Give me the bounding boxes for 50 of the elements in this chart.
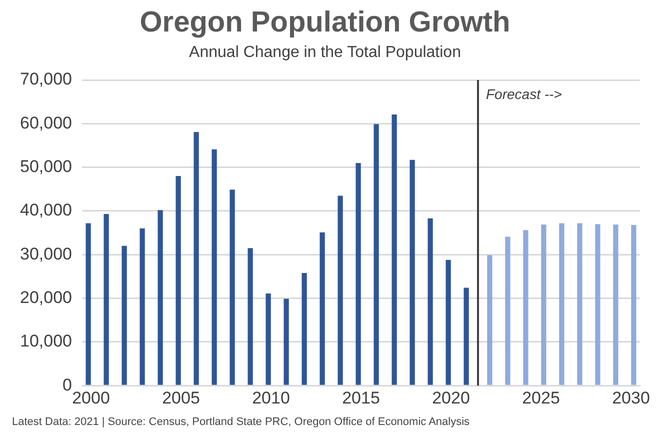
x-tick-label: 2020	[432, 388, 470, 408]
bar	[248, 248, 253, 385]
bar	[338, 196, 343, 385]
bar	[541, 224, 546, 385]
chart-title: Oregon Population Growth	[140, 6, 510, 38]
bar	[392, 114, 397, 385]
x-tick-label: 2015	[342, 388, 380, 408]
bar	[122, 246, 127, 385]
bar	[158, 210, 163, 385]
x-tick-label: 2000	[72, 388, 110, 408]
bar	[356, 162, 361, 385]
text: Latest Data: 2021 | Source: Census, Portland State PRC, Oregon Office of Economic Analysis	[12, 416, 470, 428]
bar	[505, 236, 510, 385]
bar	[302, 272, 307, 385]
x-tick-label: 2010	[252, 388, 290, 408]
bar	[212, 149, 217, 385]
bar	[595, 224, 600, 385]
bar	[374, 124, 379, 385]
bar	[559, 223, 564, 385]
x-tick-label: 2025	[522, 388, 560, 408]
y-tick-label: 70,000	[20, 70, 72, 89]
bar	[428, 218, 433, 385]
bar	[487, 255, 492, 385]
bar	[613, 224, 618, 385]
bar	[577, 223, 582, 385]
x-tick-label: 2005	[162, 388, 200, 408]
bar	[284, 298, 289, 385]
bar	[176, 176, 181, 385]
bar	[140, 228, 145, 385]
x-tick-label: 2030	[612, 388, 650, 408]
bar	[86, 223, 91, 385]
bar	[320, 232, 325, 385]
y-tick-label: 50,000	[20, 157, 72, 176]
y-tick-label: 0	[62, 375, 72, 394]
y-tick-label: 30,000	[20, 244, 72, 264]
ref-line-label: Forecast -->	[486, 86, 562, 102]
bar	[230, 190, 235, 385]
bar	[446, 260, 451, 385]
y-tick-label: 40,000	[20, 200, 72, 220]
y-tick-label: 60,000	[20, 113, 72, 132]
chart-subtitle: Annual Change in the Total Population	[189, 44, 461, 61]
bar	[631, 224, 636, 385]
bar	[410, 160, 415, 385]
bar	[266, 293, 271, 385]
bar	[464, 288, 469, 385]
bar	[194, 132, 199, 385]
y-tick-label: 10,000	[20, 332, 72, 351]
y-tick-label: 20,000	[20, 288, 72, 307]
bar	[523, 230, 528, 385]
bar	[104, 214, 109, 385]
